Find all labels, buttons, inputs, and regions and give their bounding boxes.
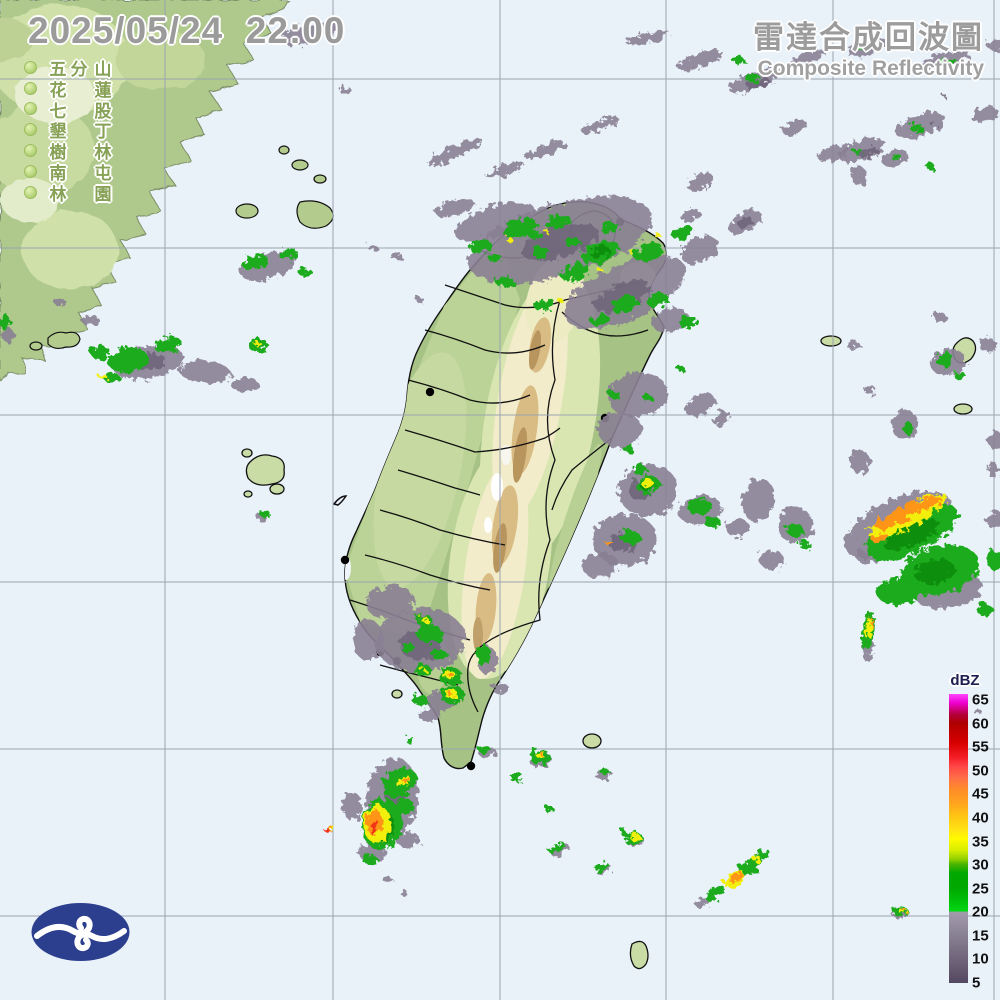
penghu-islet-2 xyxy=(269,483,285,495)
radar-echoes xyxy=(0,21,1000,919)
diaoyutai-island xyxy=(820,335,842,347)
penghu-islet-3 xyxy=(243,490,253,498)
matsu-islet-3 xyxy=(278,145,290,155)
penghu-main-island xyxy=(245,454,285,486)
haitan-island xyxy=(296,200,334,229)
green-island xyxy=(582,733,602,749)
liuqiu-island xyxy=(391,689,403,699)
offshore-islands xyxy=(29,145,977,970)
kinmen-island xyxy=(47,331,81,350)
pingtan-islet xyxy=(235,203,259,219)
orchid-island xyxy=(629,940,649,970)
taiwan-terrain xyxy=(344,240,656,694)
penghu-islet-1 xyxy=(241,448,253,458)
sandbar xyxy=(332,495,348,506)
northeast-islet-2 xyxy=(953,403,973,415)
matsu-islet-2 xyxy=(313,174,327,184)
kinmen-islet xyxy=(29,341,43,351)
matsu-islet-1 xyxy=(291,159,309,171)
